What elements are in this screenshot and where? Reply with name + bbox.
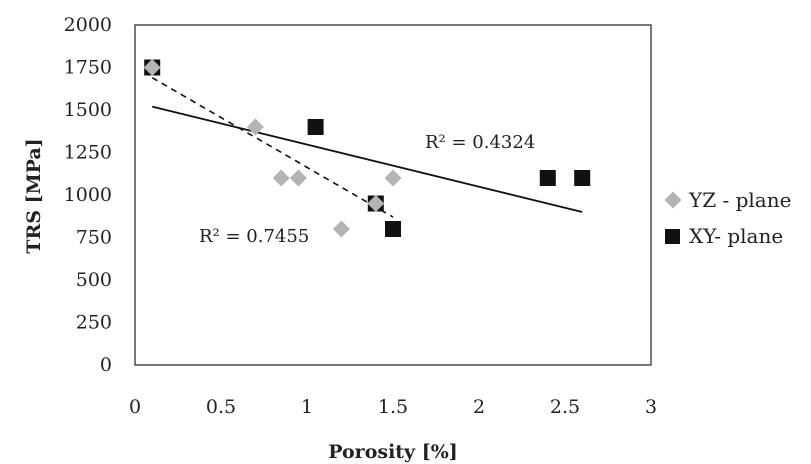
- x-tick-label: 2.5: [550, 396, 580, 418]
- legend-label-yz: YZ - plane: [688, 188, 791, 212]
- r2-label-yz: R² = 0.7455: [199, 226, 309, 247]
- trendline-xy: [151, 105, 583, 213]
- plot-area-frame: [134, 24, 652, 366]
- x-tick-label: 0.5: [206, 396, 236, 418]
- y-tick-label: 2000: [64, 14, 112, 36]
- y-tick-label: 750: [76, 227, 112, 249]
- legend-item-yz: YZ - plane: [664, 188, 791, 212]
- x-axis-title: Porosity [%]: [328, 441, 458, 463]
- legend: YZ - plane XY- plane: [664, 188, 791, 248]
- y-tick-label: 1000: [64, 184, 112, 206]
- legend-diamond-marker: [664, 191, 682, 209]
- data-point-yz: [332, 220, 350, 238]
- y-axis-title: TRS [MPa]: [23, 138, 45, 253]
- y-tick-label: 1500: [64, 99, 112, 121]
- x-tick-label: 2: [473, 396, 485, 418]
- trendline-yz: [151, 77, 394, 218]
- data-point-xy: [307, 119, 324, 135]
- data-point-yz: [289, 169, 307, 187]
- y-tick-label: 250: [76, 312, 112, 334]
- data-point-yz: [272, 169, 290, 187]
- y-tick-label: 1750: [64, 57, 112, 79]
- data-point-xy: [574, 170, 591, 186]
- x-tick-label: 1: [301, 396, 313, 418]
- data-point-yz: [384, 169, 402, 187]
- y-tick-label: 500: [76, 269, 112, 291]
- y-tick-label: 0: [100, 354, 112, 376]
- x-tick-label: 3: [645, 396, 657, 418]
- y-tick-label: 1250: [64, 142, 112, 164]
- legend-item-xy: XY- plane: [665, 224, 783, 248]
- legend-label-xy: XY- plane: [689, 224, 783, 248]
- x-tick-label: 1.5: [378, 396, 408, 418]
- data-point-xy: [539, 170, 556, 186]
- r2-label-xy: R² = 0.4324: [425, 132, 535, 153]
- legend-square-marker: [665, 229, 680, 244]
- x-tick-label: 0: [129, 396, 141, 418]
- data-point-xy: [385, 221, 401, 237]
